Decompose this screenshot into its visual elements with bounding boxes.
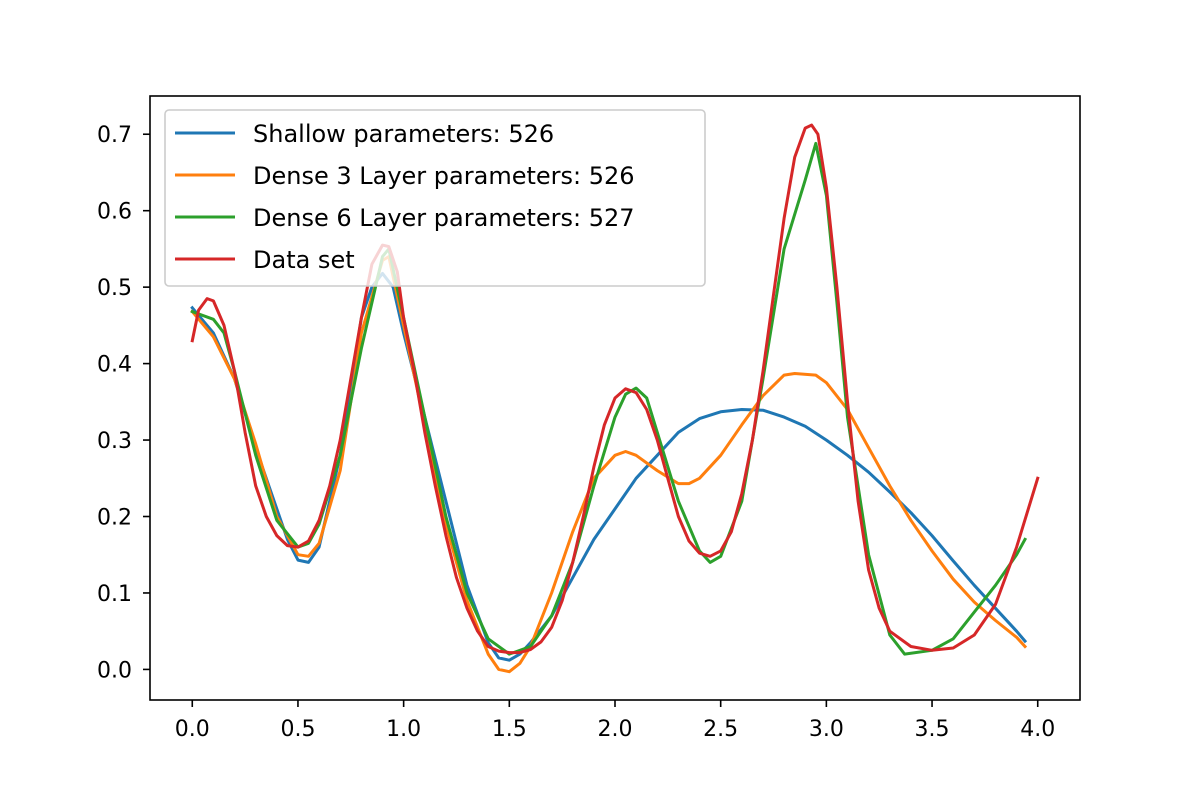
series-layer	[190, 123, 1040, 674]
x-tick-label: 4.0	[1020, 717, 1055, 742]
y-tick-label: 0.2	[97, 506, 132, 531]
legend-label-4: Data set	[253, 246, 355, 274]
series-line-2	[190, 255, 1028, 674]
series-line-4	[190, 123, 1040, 655]
legend-label-2: Dense 3 Layer parameters: 526	[253, 162, 635, 190]
y-tick-label: 0.5	[97, 276, 132, 301]
x-tick-label: 0.0	[175, 717, 210, 742]
y-axis: 0.0 0.1 0.2 0.3 0.4 0.5 0.6 0.7	[97, 123, 150, 683]
legend: Shallow parameters: 526 Dense 3 Layer par…	[164, 109, 706, 287]
legend-label-1: Shallow parameters: 526	[253, 120, 554, 148]
x-tick-label: 3.0	[809, 717, 844, 742]
y-tick-label: 0.6	[97, 200, 132, 225]
legend-box	[164, 109, 706, 287]
y-tick-label: 0.1	[97, 582, 132, 607]
y-tick-label: 0.4	[97, 353, 132, 378]
legend-label-3: Dense 6 Layer parameters: 527	[253, 204, 635, 232]
y-tick-label: 0.7	[97, 123, 132, 148]
x-tick-label: 1.0	[386, 717, 421, 742]
x-tick-label: 2.0	[598, 717, 633, 742]
y-tick-label: 0.0	[97, 658, 132, 683]
x-tick-label: 0.5	[280, 717, 315, 742]
y-tick-label: 0.3	[97, 429, 132, 454]
x-tick-label: 2.5	[703, 717, 738, 742]
x-tick-label: 1.5	[492, 717, 527, 742]
x-tick-label: 3.5	[915, 717, 950, 742]
series-line-3	[190, 141, 1028, 656]
x-axis: 0.0 0.5 1.0 1.5 2.0 2.5 3.0 3.5 4.0	[175, 700, 1055, 742]
